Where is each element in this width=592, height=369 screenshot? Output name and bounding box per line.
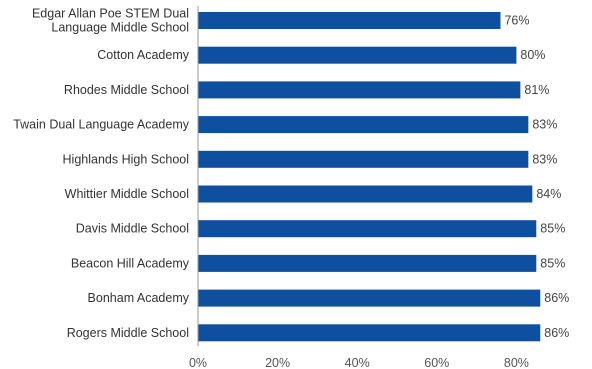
value-label: 81%: [524, 83, 549, 97]
x-axis-ticks-group: 0% 20% 40% 60% 80%: [189, 356, 529, 369]
category-label: Language Middle School: [51, 21, 189, 35]
bar: [198, 324, 541, 342]
category-label: Davis Middle School: [76, 222, 189, 236]
value-label: 84%: [536, 187, 561, 201]
value-label: 86%: [544, 291, 569, 305]
bar: [198, 185, 533, 203]
bar: [198, 46, 517, 64]
bar: [198, 289, 541, 307]
category-label: Edgar Allan Poe STEM Dual: [32, 7, 189, 21]
x-tick-label: 80%: [504, 356, 529, 369]
value-label: 83%: [532, 152, 557, 166]
value-label: 86%: [544, 326, 569, 340]
bars-group: [198, 12, 541, 342]
value-label: 80%: [520, 48, 545, 62]
value-label: 85%: [540, 256, 565, 270]
value-label: 76%: [504, 14, 529, 28]
bar: [198, 150, 529, 168]
category-label: Cotton Academy: [97, 48, 189, 62]
value-label: 83%: [532, 118, 557, 132]
value-labels-group: 76% 80% 81% 83% 83% 84% 85% 85% 86% 86%: [504, 14, 569, 340]
bar: [198, 12, 501, 29]
bar: [198, 254, 537, 272]
bar: [198, 220, 537, 238]
category-label: Rhodes Middle School: [64, 83, 189, 97]
category-label: Beacon Hill Academy: [71, 256, 190, 270]
x-tick-label: 20%: [265, 356, 290, 369]
x-tick-label: 40%: [345, 356, 370, 369]
category-label: Whittier Middle School: [65, 187, 189, 201]
category-label: Bonham Academy: [88, 291, 190, 305]
x-tick-label: 60%: [424, 356, 449, 369]
bar: [198, 116, 529, 134]
value-label: 85%: [540, 222, 565, 236]
category-label: Rogers Middle School: [67, 326, 189, 340]
category-label: Twain Dual Language Academy: [13, 118, 190, 132]
category-label: Highlands High School: [63, 152, 189, 166]
bar: [198, 81, 521, 99]
x-tick-label: 0%: [189, 356, 207, 369]
